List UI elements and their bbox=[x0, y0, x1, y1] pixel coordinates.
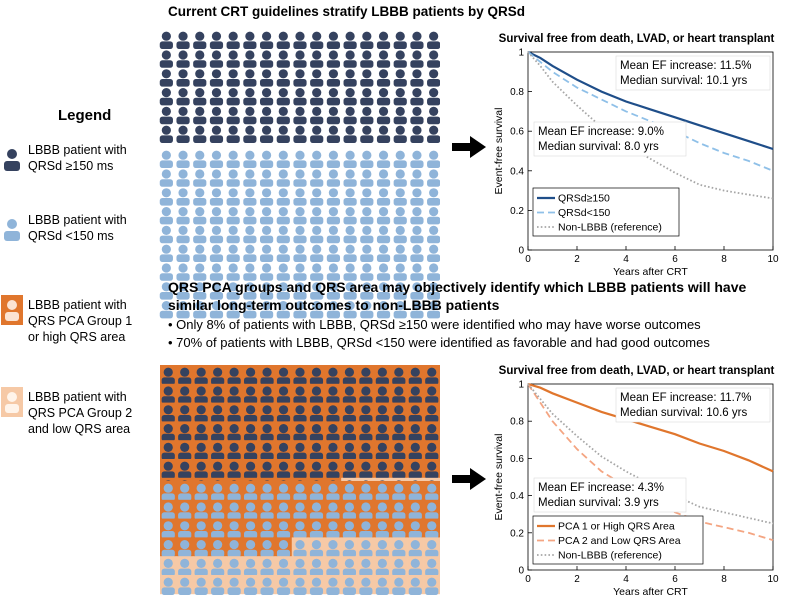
patient-icon-grids bbox=[159, 31, 440, 595]
annotation-text: Median survival: 10.1 yrs bbox=[620, 75, 747, 87]
legend-icons bbox=[1, 149, 23, 417]
bullet-item: • Only 8% of patients with LBBB, QRSd ≥1… bbox=[168, 317, 701, 332]
y-tick-label: 0.4 bbox=[510, 166, 524, 177]
annotation-text: Mean EF increase: 4.3% bbox=[538, 482, 664, 494]
series-line bbox=[527, 51, 774, 200]
legend-entry: PCA 2 and Low QRS Area bbox=[558, 535, 681, 547]
x-tick-label: 6 bbox=[672, 254, 678, 265]
annotation-text: Mean EF increase: 9.0% bbox=[538, 126, 664, 138]
annotation-box: Mean EF increase: 9.0% Median survival: 8… bbox=[533, 121, 687, 157]
finding-heading: QRS PCA groups and QRS area may objectiv… bbox=[168, 279, 747, 313]
survival-chart-pca: Survival free from death, LVAD, or heart… bbox=[493, 365, 779, 598]
annotation-text: Mean EF increase: 11.7% bbox=[620, 392, 751, 404]
chart-title: Survival free from death, LVAD, or heart… bbox=[499, 33, 775, 45]
annotation-box: Mean EF increase: 11.7% Median survival: … bbox=[615, 387, 771, 423]
grid-qrsd-lt150 bbox=[159, 150, 440, 319]
legend-entry: PCA 1 or High QRS Area bbox=[558, 521, 675, 533]
legend-icon-pca-group1 bbox=[1, 295, 23, 325]
plot-frame bbox=[527, 51, 774, 251]
series-line bbox=[527, 51, 774, 172]
y-tick-label: 0.4 bbox=[510, 491, 524, 502]
grid-qrsd-lt150-pca bbox=[160, 481, 440, 595]
x-tick-label: 8 bbox=[721, 254, 727, 265]
x-axis-label: Years after CRT bbox=[613, 586, 688, 598]
annotation-text: Median survival: 10.6 yrs bbox=[620, 407, 747, 419]
series-line bbox=[527, 382, 774, 473]
chart-legend: PCA 1 or High QRS Area PCA 2 and Low QRS … bbox=[532, 515, 704, 565]
x-tick-label: 10 bbox=[767, 254, 779, 265]
chart-legend: QRSd≥150 QRSd<150 Non-LBBB (reference) bbox=[532, 187, 680, 237]
legend-label-pca-group1: LBBB patient with QRS PCA Group 1 or high … bbox=[28, 298, 133, 344]
y-tick-label: 0.6 bbox=[510, 454, 524, 465]
y-tick-label: 0.6 bbox=[510, 127, 524, 138]
legend-entry: QRSd≥150 bbox=[558, 193, 610, 205]
legend-icon-pca-group2 bbox=[1, 387, 23, 417]
grid-qrsd-ge150-pca bbox=[160, 365, 440, 498]
annotation-text: Mean EF increase: 11.5% bbox=[620, 60, 751, 72]
annotation-text: Median survival: 3.9 yrs bbox=[538, 497, 659, 509]
legend-entry: Non-LBBB (reference) bbox=[558, 222, 662, 234]
chart-title: Survival free from death, LVAD, or heart… bbox=[499, 365, 775, 377]
annotation-box: Mean EF increase: 4.3% Median survival: 3… bbox=[533, 477, 687, 513]
x-tick-label: 10 bbox=[767, 574, 779, 585]
legend-label-qrsd-lt150: LBBB patient with QRSd <150 ms bbox=[28, 213, 127, 243]
y-tick-label: 0 bbox=[518, 246, 524, 257]
y-tick-label: 0 bbox=[518, 566, 524, 577]
legend-entry: Non-LBBB (reference) bbox=[558, 550, 662, 562]
finding-bullets: • Only 8% of patients with LBBB, QRSd ≥1… bbox=[168, 316, 710, 352]
x-tick-label: 8 bbox=[721, 574, 727, 585]
top-title: Current CRT guidelines stratify LBBB pat… bbox=[168, 4, 526, 19]
x-tick-label: 2 bbox=[574, 574, 580, 585]
x-tick-label: 6 bbox=[672, 574, 678, 585]
legend-entry: QRSd<150 bbox=[558, 207, 610, 219]
legend-title: Legend bbox=[58, 107, 112, 124]
y-axis-label: Event-free survival bbox=[493, 434, 505, 521]
y-tick-label: 0.8 bbox=[510, 417, 524, 428]
bullet-item: • 70% of patients with LBBB, QRSd <150 w… bbox=[168, 335, 710, 350]
annotation-box: Mean EF increase: 11.5% Median survival: … bbox=[615, 55, 771, 91]
survival-chart-qrsd: Survival free from death, LVAD, or heart… bbox=[493, 33, 779, 278]
y-tick-label: 0.2 bbox=[510, 528, 524, 539]
arrow-right-icon bbox=[452, 468, 486, 490]
x-tick-label: 0 bbox=[525, 574, 531, 585]
series-line bbox=[527, 51, 774, 151]
y-tick-label: 1 bbox=[518, 380, 524, 391]
y-tick-label: 0.8 bbox=[510, 87, 524, 98]
arrow-right-icon bbox=[452, 136, 486, 158]
y-tick-label: 0.2 bbox=[510, 206, 524, 217]
x-axis-label: Years after CRT bbox=[613, 266, 688, 278]
y-axis-label: Event-free survival bbox=[493, 108, 505, 195]
legend-label-pca-group2: LBBB patient with QRS PCA Group 2 and low … bbox=[28, 390, 133, 436]
annotation-text: Median survival: 8.0 yrs bbox=[538, 141, 659, 153]
legend-icon-qrsd-lt150 bbox=[4, 219, 20, 241]
legend-icon-qrsd-ge150 bbox=[4, 149, 20, 171]
legend-label-qrsd-ge150: LBBB patient with QRSd ≥150 ms bbox=[28, 143, 127, 173]
plot-frame bbox=[527, 383, 774, 571]
x-tick-label: 0 bbox=[525, 254, 531, 265]
x-tick-label: 4 bbox=[623, 254, 629, 265]
series-line bbox=[527, 383, 774, 525]
y-tick-label: 1 bbox=[518, 48, 524, 59]
x-tick-label: 4 bbox=[623, 574, 629, 585]
grid-qrsd-ge150 bbox=[159, 31, 440, 143]
x-tick-label: 2 bbox=[574, 254, 580, 265]
